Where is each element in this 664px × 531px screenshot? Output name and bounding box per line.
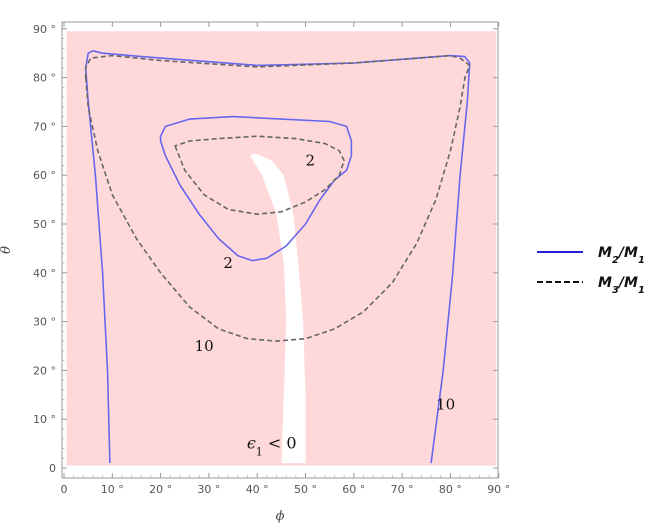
x-tick-label: 70 ° bbox=[391, 483, 414, 496]
contour-m3-level-10 bbox=[84, 54, 471, 342]
y-tick-label: 10 ° bbox=[33, 413, 56, 426]
region-label: ϵ1 < 0 bbox=[247, 434, 297, 459]
y-tick-label: 40 ° bbox=[33, 267, 56, 280]
legend-label-m3: M3/M1 bbox=[598, 275, 645, 296]
x-tick-label: 20 ° bbox=[149, 483, 172, 496]
y-axis-label: θ bbox=[0, 246, 14, 254]
contour-layer bbox=[84, 50, 471, 464]
y-tick-label: 70 ° bbox=[33, 120, 56, 133]
x-tick-label: 50 ° bbox=[294, 483, 317, 496]
y-tick-label: 90 ° bbox=[33, 23, 56, 36]
x-tick-label: 0 bbox=[61, 483, 68, 496]
y-tick-label: 20 ° bbox=[33, 364, 56, 377]
legend: M2/M1 M3/M1 bbox=[537, 245, 645, 296]
legend-label-m2: M2/M1 bbox=[598, 245, 645, 266]
contour-m2-level-10 bbox=[84, 50, 471, 464]
plot-frame bbox=[61, 21, 499, 479]
y-tick-label: 50 ° bbox=[33, 218, 56, 231]
contour-label-m2-2: 2 bbox=[223, 254, 233, 272]
x-tick-label: 80 ° bbox=[439, 483, 462, 496]
contour-label-m2-10: 10 bbox=[436, 395, 455, 413]
y-tick-label: 30 ° bbox=[33, 316, 56, 329]
y-tick-label: 0 bbox=[49, 462, 56, 475]
x-axis-label: ϕ bbox=[276, 509, 285, 524]
contour-label-m3-10: 10 bbox=[195, 337, 214, 355]
x-tick-label: 60 ° bbox=[342, 483, 365, 496]
label-layer: 10 2 10 2 bbox=[195, 151, 456, 413]
x-tick-label: 90 ° bbox=[487, 483, 510, 496]
y-tick-label: 80 ° bbox=[33, 72, 56, 85]
x-tick-label: 10 ° bbox=[101, 483, 124, 496]
excluded-gap bbox=[250, 153, 306, 464]
contour-label-m3-2: 2 bbox=[306, 151, 316, 169]
tick-layer: 0 10 ° 20 ° 30 ° 40 ° 50 ° 60 ° 70 ° 80 ° 90 ° 0 10… bbox=[33, 22, 510, 496]
contour-m3-level-2 bbox=[174, 135, 345, 215]
y-tick-label: 60 ° bbox=[33, 169, 56, 182]
x-tick-label: 40 ° bbox=[246, 483, 269, 496]
x-tick-label: 30 ° bbox=[197, 483, 220, 496]
